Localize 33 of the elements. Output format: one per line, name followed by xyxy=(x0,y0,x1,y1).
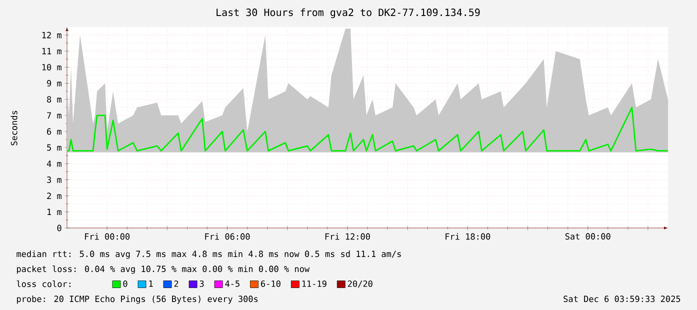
text: packet loss: 0.04 % avg 10.75 % max 0.00 % min 0.00 % now xyxy=(16,265,310,274)
y-tick-label: 3 m xyxy=(47,176,62,183)
y-tick-label: 9 m xyxy=(47,80,62,86)
legend-label: 1 xyxy=(149,280,153,287)
y-tick-label: 5 m xyxy=(47,144,62,151)
y-tick-label: 8 m xyxy=(47,96,62,103)
x-tick-label: Fri 00:00 xyxy=(85,233,130,240)
x-tick-label: Fri 18:00 xyxy=(446,233,490,240)
y-tick-label: 0 xyxy=(57,224,62,232)
legend-label: 6-10 xyxy=(261,280,280,287)
y-tick-label: 2 m xyxy=(47,192,62,199)
x-tick-label: Fri 12:00 xyxy=(325,233,370,240)
text: median rtt: 5.0 ms avg 7.5 ms max 4.8 ms min 4.8 ms now 0.5 ms sd 11.1 am/s xyxy=(16,250,401,259)
legend-label: 0 xyxy=(123,280,128,287)
y-tick-label: 6 m xyxy=(47,128,62,135)
legend-label: 3 xyxy=(200,280,204,287)
legend-label: 4-5 xyxy=(225,280,240,287)
legend-label: 20/20 xyxy=(348,280,372,288)
y-tick-label: 4 m xyxy=(46,160,62,167)
y-tick-label: 7 m xyxy=(47,112,62,119)
text: probe: 20 ICMP Echo Pings (56 Bytes) every 300s xyxy=(16,296,258,304)
chart-title: Last 30 Hours from gva2 to DK2-77.109.134.59 xyxy=(216,8,480,18)
y-tick-label: 10 m xyxy=(42,64,62,70)
y-axis-title: Seconds xyxy=(10,110,18,146)
y-tick-label: 11 m xyxy=(42,48,62,54)
legend-title: loss color: xyxy=(16,280,70,288)
legend-label: 2 xyxy=(174,280,178,287)
text: Sat Dec 6 03:59:33 2025 xyxy=(564,296,680,302)
y-tick-label: 1 m xyxy=(48,208,62,216)
y-tick-label: 12 m xyxy=(42,32,62,38)
x-tick-label: Fri 06:00 xyxy=(205,233,250,240)
legend-label: 11-19 xyxy=(302,280,326,287)
x-tick-label: Sat 00:00 xyxy=(565,233,610,240)
